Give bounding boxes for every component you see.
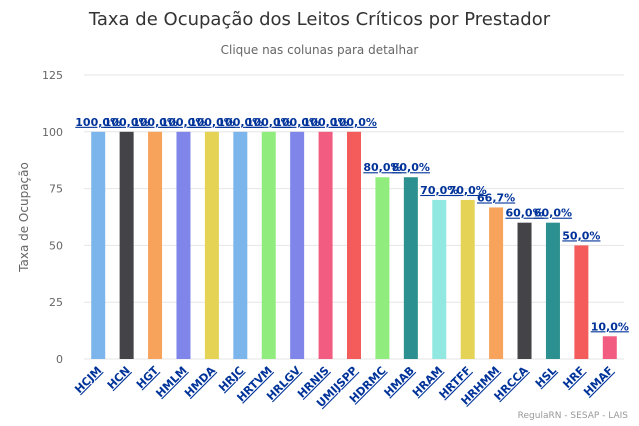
data-label[interactable]: 100,0% — [274, 116, 320, 129]
data-label[interactable]: 70,0% — [449, 184, 487, 197]
bar-hrhmm[interactable] — [489, 207, 504, 359]
data-label[interactable]: 100,0% — [217, 116, 263, 129]
bar-hrcca[interactable] — [517, 222, 532, 359]
y-tick-label: 50 — [49, 239, 63, 252]
y-tick-label: 25 — [49, 296, 63, 309]
data-label[interactable]: 80,0% — [392, 161, 430, 174]
bar-hrnis[interactable] — [318, 131, 333, 359]
data-label[interactable]: 100,0% — [331, 116, 377, 129]
bar-hrjc[interactable] — [233, 131, 248, 359]
bar-hrtff[interactable] — [460, 199, 475, 359]
chart-title: Taxa de Ocupação dos Leitos Críticos por… — [88, 9, 551, 30]
x-tick-label[interactable]: HCJM — [72, 364, 104, 396]
bars — [91, 131, 617, 359]
data-label[interactable]: 100,0% — [132, 116, 178, 129]
data-label[interactable]: 100,0% — [189, 116, 235, 129]
bar-hgt[interactable] — [148, 131, 163, 359]
y-tick-label: 100 — [42, 126, 63, 139]
x-tick-label[interactable]: HCN — [105, 364, 133, 392]
bar-hram[interactable] — [432, 199, 447, 359]
y-axis-label: Taxa de Ocupação — [17, 162, 31, 273]
y-tick-label: 125 — [42, 69, 63, 82]
bar-hmab[interactable] — [403, 177, 418, 359]
x-tick-label[interactable]: HMAB — [382, 364, 417, 399]
bar-hdrmc[interactable] — [375, 177, 390, 359]
data-label[interactable]: 80,0% — [363, 161, 401, 174]
x-tick-label[interactable]: HMDA — [182, 364, 218, 400]
data-label[interactable]: 100,0% — [75, 116, 121, 129]
data-label[interactable]: 10,0% — [591, 320, 629, 333]
x-tick-label[interactable]: HMAF — [581, 364, 616, 399]
x-axis-ticks: HCJM HCN HGTHMLMHMDAHRJCHRTVMHRLGVHRNISUMI… — [72, 364, 616, 410]
bar-umijspp[interactable] — [347, 131, 361, 359]
data-label[interactable]: 50,0% — [562, 229, 600, 242]
bar-hrtvm[interactable] — [261, 131, 276, 359]
bar-hrf[interactable] — [574, 245, 589, 359]
bar-hsl[interactable] — [545, 222, 560, 359]
bar-hmda[interactable] — [204, 131, 219, 359]
bar-hmlm[interactable] — [176, 131, 191, 359]
x-tick-label[interactable]: HSL — [533, 364, 559, 390]
data-label[interactable]: 100,0% — [104, 116, 150, 129]
data-label[interactable]: 70,0% — [420, 184, 458, 197]
data-label[interactable]: 66,7% — [477, 191, 515, 204]
data-label[interactable]: 100,0% — [303, 116, 349, 129]
y-axis-ticks: 0 25 50 75 100 125 — [42, 69, 63, 366]
y-tick-label: 75 — [49, 183, 63, 196]
y-tick-label: 0 — [56, 353, 63, 366]
chart-subtitle: Clique nas colunas para detalhar — [221, 43, 419, 57]
bar-hcn[interactable] — [119, 131, 134, 359]
chart-credit: RegulaRN - SESAP - LAIS — [518, 411, 629, 421]
data-label[interactable]: 60,0% — [505, 207, 543, 220]
data-labels: 100,0%100,0%100,0%100,0%100,0%100,0%100,… — [75, 116, 629, 333]
data-label[interactable]: 60,0% — [534, 207, 572, 220]
x-tick-label[interactable]: HMLM — [153, 364, 189, 400]
bar-hcjm[interactable] — [91, 131, 106, 359]
data-label[interactable]: 100,0% — [246, 116, 292, 129]
data-label[interactable]: 100,0% — [161, 116, 207, 129]
bar-hmaf[interactable] — [602, 336, 617, 359]
bar-hrlgv[interactable] — [290, 131, 305, 359]
